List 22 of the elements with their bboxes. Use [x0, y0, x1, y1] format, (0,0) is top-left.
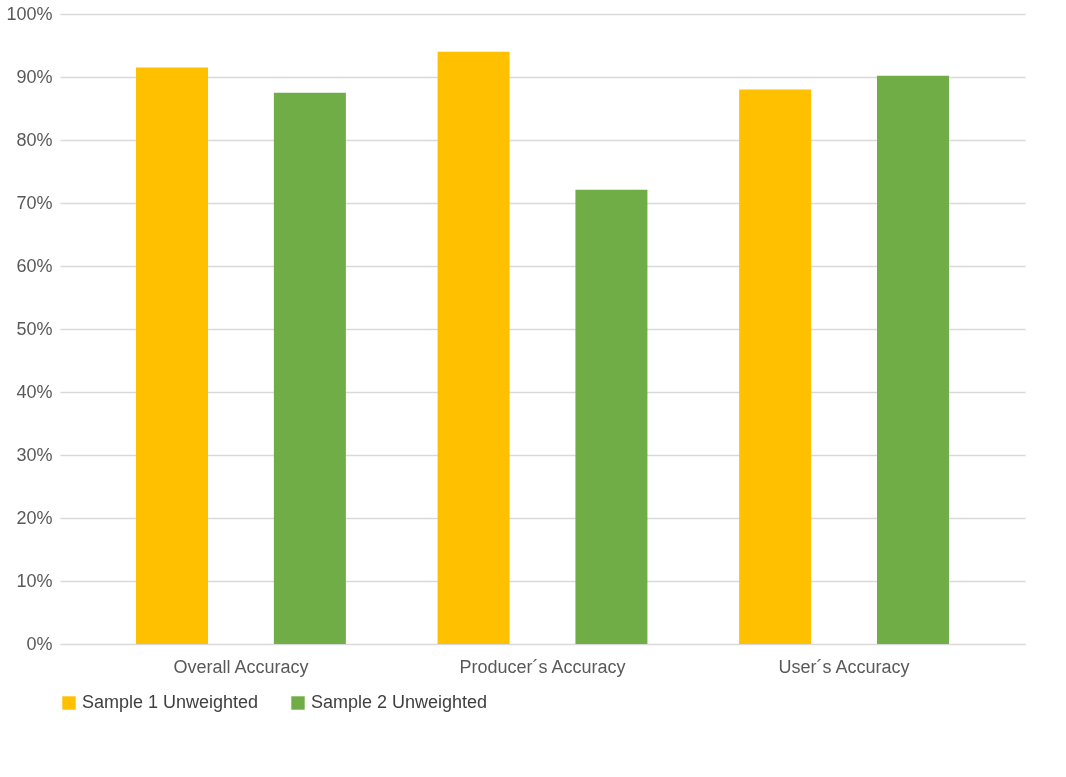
bar: [273, 92, 346, 644]
x-tick-label: Producer´s Accuracy: [459, 656, 626, 677]
bar: [876, 75, 949, 644]
y-tick-label: 100%: [6, 3, 53, 24]
bar: [136, 67, 209, 644]
y-tick-label: 20%: [16, 507, 53, 528]
y-tick-label: 40%: [16, 381, 53, 402]
y-tick-label: 30%: [16, 444, 53, 465]
y-tick-label: 90%: [16, 66, 53, 87]
y-tick-label: 60%: [16, 255, 53, 276]
y-tick-label: 70%: [16, 192, 53, 213]
bar: [739, 89, 812, 644]
legend-label: Sample 1 Unweighted: [82, 692, 259, 712]
legend-label: Sample 2 Unweighted: [311, 692, 488, 712]
y-tick-label: 80%: [16, 129, 53, 150]
x-tick-label: User´s Accuracy: [778, 656, 910, 677]
x-tick-label: Overall Accuracy: [173, 656, 309, 677]
y-tick-label: 10%: [16, 570, 53, 591]
y-tick-label: 0%: [26, 633, 53, 654]
bar: [437, 51, 510, 644]
y-tick-label: 50%: [16, 318, 53, 339]
bar: [575, 189, 648, 644]
